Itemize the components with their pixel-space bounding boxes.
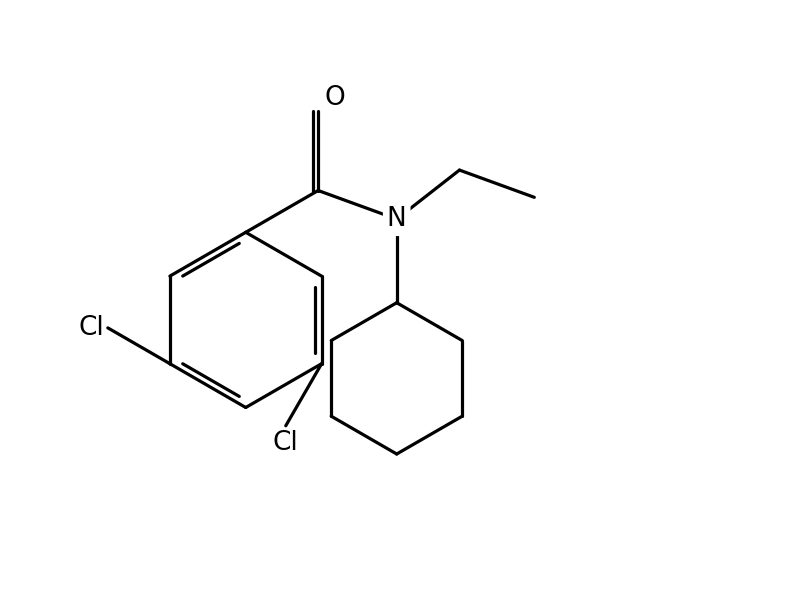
Text: Cl: Cl [78, 315, 104, 341]
Text: O: O [325, 85, 345, 111]
Text: N: N [387, 206, 407, 232]
Text: Cl: Cl [273, 430, 299, 456]
